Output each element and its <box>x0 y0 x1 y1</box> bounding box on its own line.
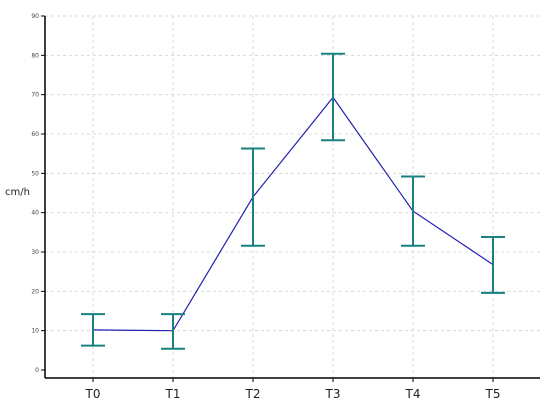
x-tick-label: T5 <box>485 387 501 401</box>
y-tick-label: 70 <box>31 92 39 99</box>
error-bar <box>161 313 185 350</box>
error-bar <box>401 175 425 247</box>
y-tick-label: 40 <box>31 210 39 217</box>
x-tick-label: T3 <box>325 387 341 401</box>
y-tick-label: 30 <box>31 249 39 256</box>
y-tick-label: 80 <box>31 52 39 59</box>
y-tick-label: 20 <box>31 288 39 295</box>
axes <box>44 16 540 379</box>
x-tick-label: T2 <box>245 387 261 401</box>
y-tick-label: 0 <box>35 367 39 374</box>
y-axis-label: cm/h <box>5 187 30 198</box>
x-tick-label: T1 <box>165 387 181 401</box>
y-tick-label: 90 <box>31 13 39 20</box>
error-bar <box>241 147 265 247</box>
x-tick-label: T0 <box>85 387 101 401</box>
y-ticks: 0 10 20 30 40 50 60 70 80 90 <box>31 13 45 374</box>
series <box>92 96 494 332</box>
y-tick-label: 50 <box>31 170 39 177</box>
error-bar <box>81 313 105 347</box>
y-tick-label: 10 <box>31 328 39 335</box>
x-ticks: T0 T1 T2 T3 T4 T5 <box>85 378 501 401</box>
error-bar <box>481 236 505 294</box>
grid <box>45 15 540 378</box>
error-bar <box>321 52 345 142</box>
series-line <box>92 96 494 332</box>
y-tick-label: 60 <box>31 131 39 138</box>
x-tick-label: T4 <box>405 387 421 401</box>
error-bars <box>81 52 505 350</box>
